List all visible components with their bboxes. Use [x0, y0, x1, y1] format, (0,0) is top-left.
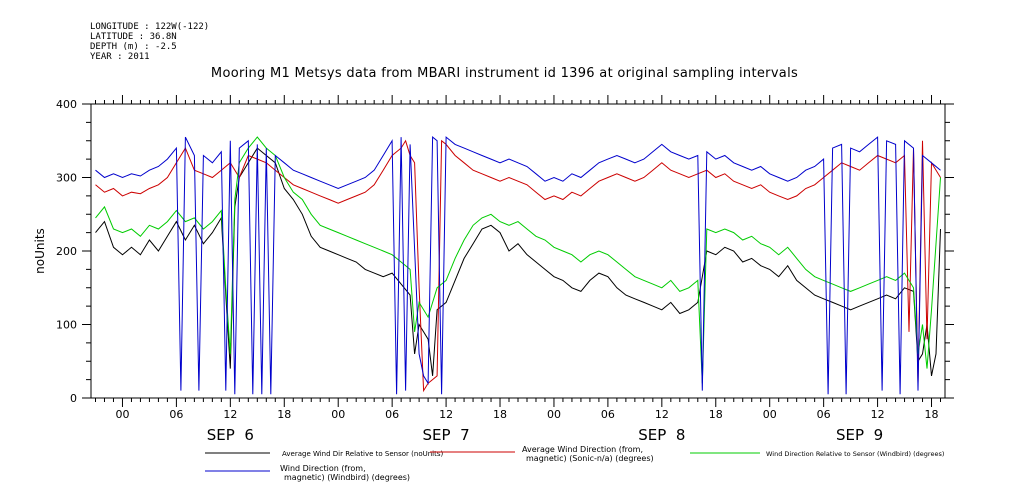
x-tick-label: 18 — [925, 408, 939, 421]
x-tick-label: 18 — [277, 408, 291, 421]
x-day-label: SEP 7 — [423, 426, 470, 444]
x-day-label: SEP 8 — [638, 426, 685, 444]
x-tick-label: 12 — [871, 408, 885, 421]
x-tick-label: 18 — [493, 408, 507, 421]
x-day-label: SEP 9 — [836, 426, 883, 444]
series-line-2 — [95, 139, 941, 393]
x-tick-label: 18 — [709, 408, 723, 421]
series-line-4 — [95, 136, 941, 395]
year-label: YEAR : 2011 — [90, 52, 150, 62]
station-metadata: LONGITUDE : 122W(-122) LATITUDE : 36.8N … — [90, 22, 209, 62]
x-tick-label: 00 — [331, 408, 345, 421]
longitude-label: LONGITUDE : 122W(-122) — [90, 22, 210, 32]
chart-title: Mooring M1 Metsys data from MBARI instru… — [210, 66, 799, 81]
y-tick-label: 100 — [56, 319, 77, 332]
plot-frame — [90, 103, 946, 399]
x-tick-label: 06 — [385, 408, 399, 421]
latitude-label: LATITUDE : 36.8N — [90, 32, 177, 42]
y-tick-label: 200 — [56, 245, 77, 258]
x-day-label: SEP 6 — [207, 426, 254, 444]
x-tick-label: 06 — [169, 408, 183, 421]
x-tick-label: 00 — [547, 408, 561, 421]
legend-label-3: Wind Direction Relative to Sensor (Windb… — [766, 450, 944, 458]
x-tick-label: 12 — [223, 408, 237, 421]
legend-label-1: Average Wind Dir Relative to Sensor (noU… — [282, 450, 443, 458]
legend-label-2: Average Wind Direction (from, magnetic) (… — [522, 445, 654, 463]
x-tick-label: 06 — [601, 408, 615, 421]
y-tick-label: 400 — [56, 98, 77, 111]
legend-label-4: Wind Direction (from, magnetic) (Windbird… — [280, 464, 410, 482]
y-tick-label: 300 — [56, 172, 77, 185]
x-tick-label: 00 — [115, 408, 129, 421]
depth-label: DEPTH (m) : -2.5 — [90, 42, 177, 52]
x-tick-label: 12 — [439, 408, 453, 421]
x-tick-label: 06 — [817, 408, 831, 421]
series-line-3 — [95, 136, 941, 384]
x-tick-label: 00 — [763, 408, 777, 421]
x-tick-label: 12 — [655, 408, 669, 421]
y-tick-label: 0 — [70, 392, 77, 405]
y-axis-label: noUnits — [33, 228, 47, 274]
